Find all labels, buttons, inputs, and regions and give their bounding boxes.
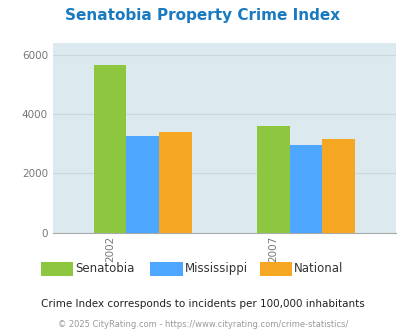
Text: Crime Index corresponds to incidents per 100,000 inhabitants: Crime Index corresponds to incidents per… (41, 299, 364, 309)
Text: © 2025 CityRating.com - https://www.cityrating.com/crime-statistics/: © 2025 CityRating.com - https://www.city… (58, 320, 347, 329)
Text: National: National (294, 262, 343, 276)
Bar (256, 126, 289, 233)
Bar (322, 139, 354, 233)
Text: Senatobia: Senatobia (75, 262, 134, 276)
Bar (126, 136, 159, 233)
Bar (289, 145, 322, 233)
Bar (159, 132, 191, 233)
Text: Mississippi: Mississippi (184, 262, 247, 276)
Text: Senatobia Property Crime Index: Senatobia Property Crime Index (65, 8, 340, 23)
Bar (94, 65, 126, 233)
